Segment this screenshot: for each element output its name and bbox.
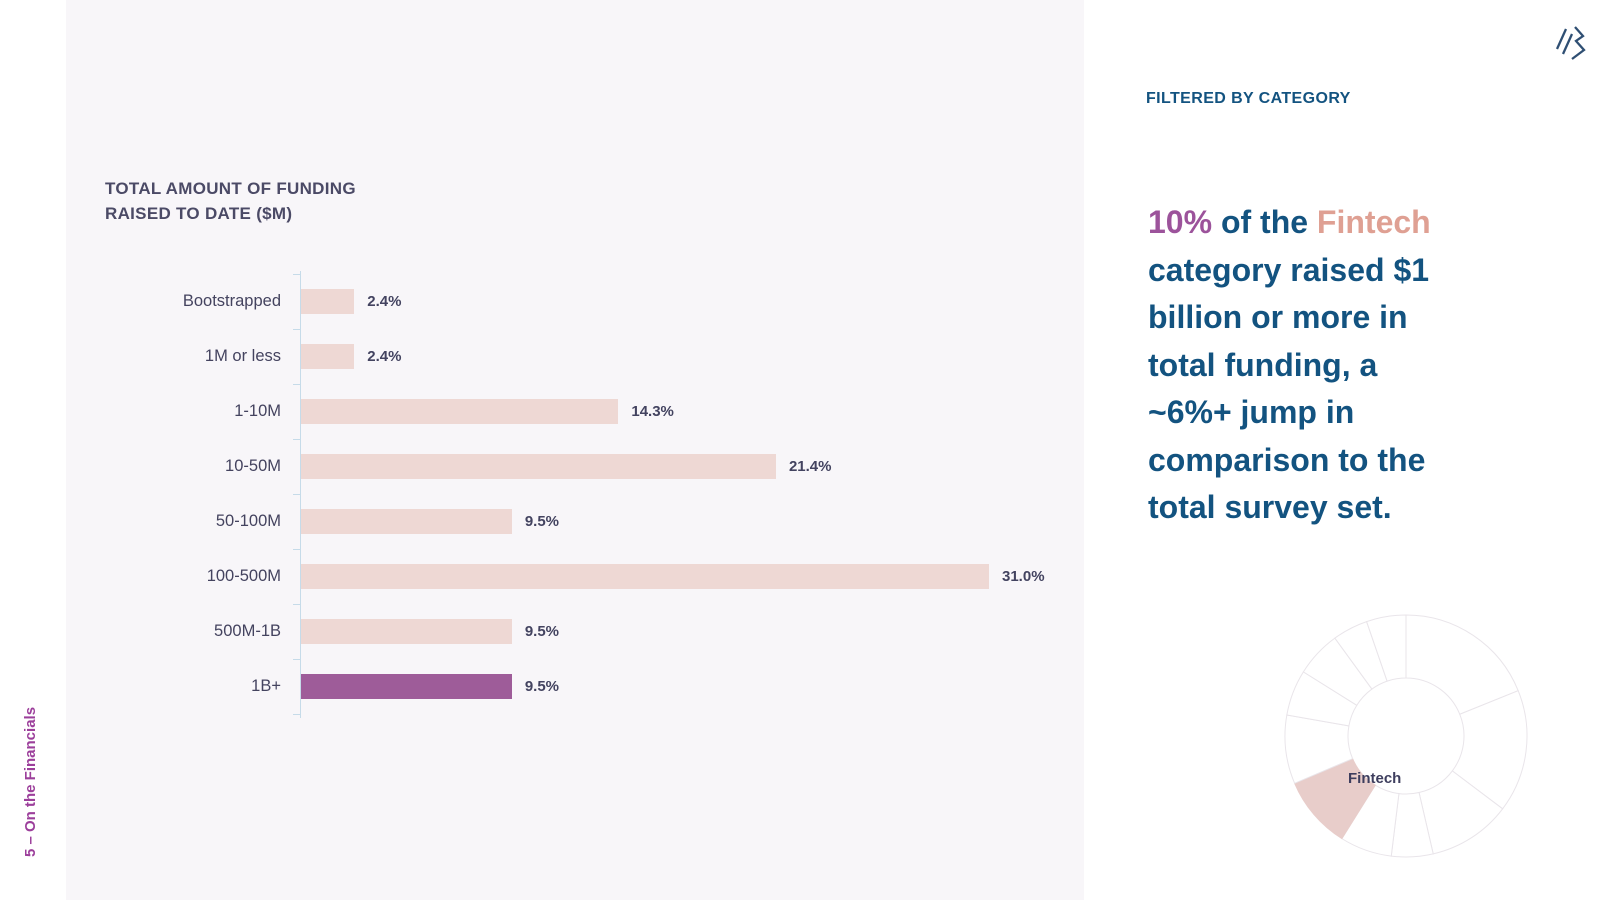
statement-rest: category raised $1 billion or more in to… xyxy=(1148,251,1430,526)
bar-category-label: 500M-1B xyxy=(214,622,281,640)
bar xyxy=(301,399,619,424)
chart-row: 1B+ 9.5% xyxy=(105,659,1045,714)
bar xyxy=(301,454,776,479)
chart-row: 10-50M 21.4% xyxy=(105,439,1045,494)
chart-title-line1: TOTAL AMOUNT OF FUNDING xyxy=(105,179,356,198)
axis-tick xyxy=(293,604,300,605)
bar-value-label: 9.5% xyxy=(524,678,560,695)
bar xyxy=(301,564,989,589)
donut-slice xyxy=(1365,614,1407,682)
chart-row: 1-10M 14.3% xyxy=(105,384,1045,439)
chart-title-line2: RAISED TO DATE ($M) xyxy=(105,204,293,223)
chart-row: 100-500M 31.0% xyxy=(105,549,1045,604)
bar-category-label: 1M or less xyxy=(204,347,281,365)
axis-tick xyxy=(293,549,300,550)
axis-tick xyxy=(293,274,300,275)
bar-value-label: 9.5% xyxy=(524,623,560,640)
axis-tick xyxy=(293,329,300,330)
axis-tick xyxy=(293,494,300,495)
bar-value-label: 9.5% xyxy=(524,513,560,530)
chart-title: TOTAL AMOUNT OF FUNDING RAISED TO DATE (… xyxy=(105,176,356,226)
y-axis-line xyxy=(300,271,301,718)
chart-row: Bootstrapped 2.4% xyxy=(105,274,1045,329)
axis-tick xyxy=(293,714,300,715)
bar-value-label: 2.4% xyxy=(367,348,402,365)
bar-category-label: 100-500M xyxy=(206,567,281,585)
bar-value-label: 21.4% xyxy=(788,458,832,475)
bar-category-label: 10-50M xyxy=(225,457,281,475)
chart-row: 50-100M 9.5% xyxy=(105,494,1045,549)
slide-panel xyxy=(66,0,1084,900)
donut-slice xyxy=(1405,614,1519,715)
axis-tick xyxy=(293,439,300,440)
statement-mid: of the xyxy=(1212,204,1317,240)
bar-category-label: Bootstrapped xyxy=(182,292,281,310)
donut-slice-label: Fintech xyxy=(1348,770,1402,787)
statement-text: 10% of the Fintech category raised $1 bi… xyxy=(1148,199,1502,532)
bar xyxy=(301,344,355,369)
bar-value-label: 2.4% xyxy=(367,293,402,310)
bar xyxy=(301,509,512,534)
bar-value-label: 31.0% xyxy=(1002,568,1045,585)
filter-heading: FILTERED BY CATEGORY xyxy=(1146,90,1351,107)
chart-row: 500M-1B 9.5% xyxy=(105,604,1045,659)
triple-slash-logo-icon xyxy=(1555,26,1586,60)
bar xyxy=(301,619,512,644)
chart-row: 1M or less 2.4% xyxy=(105,329,1045,384)
axis-tick xyxy=(293,659,300,660)
bar-category-label: 1-10M xyxy=(234,402,281,420)
bar-category-label: 1B+ xyxy=(251,677,281,695)
bar-value-label: 14.3% xyxy=(631,403,674,420)
statement-category: Fintech xyxy=(1316,204,1431,240)
bar-highlighted xyxy=(301,674,512,699)
slide-footer-label: 5 – On the Financials xyxy=(22,706,39,857)
axis-tick xyxy=(293,384,300,385)
category-donut-chart xyxy=(1284,614,1528,858)
statement-lead: 10% xyxy=(1148,204,1213,240)
bar-category-label: 50-100M xyxy=(215,512,281,530)
bar-chart: Bootstrapped 2.4% 1M or less 2.4% 1-10M 14.3%… xyxy=(105,274,1045,714)
bar xyxy=(301,289,355,314)
